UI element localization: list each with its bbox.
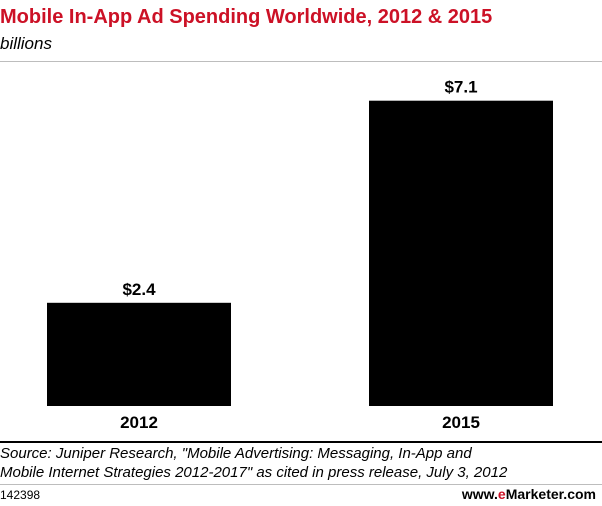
emarketer-logo[interactable]: www.eMarketer.com xyxy=(462,486,596,502)
x-tick-label-2012: 2012 xyxy=(120,413,158,432)
chart-id: 142398 xyxy=(0,488,41,502)
chart-subtitle: billions xyxy=(0,34,52,53)
bar-2012 xyxy=(47,302,231,406)
chart-title: Mobile In-App Ad Spending Worldwide, 201… xyxy=(0,6,493,28)
footer-divider xyxy=(0,484,602,485)
top-divider xyxy=(0,61,602,62)
bottom-divider xyxy=(0,441,602,443)
x-tick-label-2015: 2015 xyxy=(442,413,480,432)
brand-e: e xyxy=(497,486,506,502)
bar-2015 xyxy=(369,100,553,406)
brand-www: www. xyxy=(461,486,498,502)
brand-rest: Marketer.com xyxy=(505,486,596,502)
source-line-1: Source: Juniper Research, "Mobile Advert… xyxy=(0,445,472,462)
bar-chart: $2.4 2012 $7.1 2015 xyxy=(47,78,553,432)
source-line-2: Mobile Internet Strategies 2012-2017" as… xyxy=(0,464,508,481)
data-label-2012: $2.4 xyxy=(122,280,156,299)
source-note: Source: Juniper Research, "Mobile Advert… xyxy=(0,444,602,482)
data-label-2015: $7.1 xyxy=(444,78,477,97)
